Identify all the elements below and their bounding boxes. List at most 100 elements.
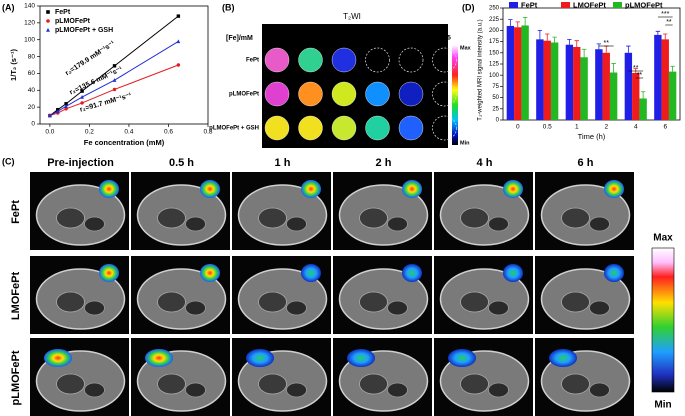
- colorbar: [651, 247, 675, 393]
- colorbar-label: Max: [460, 45, 472, 51]
- error-bar: [663, 33, 668, 40]
- mri-organ: [258, 373, 287, 395]
- mri-organ: [359, 207, 388, 229]
- marker: [112, 64, 117, 68]
- mri-organ: [387, 216, 408, 232]
- tumor: [200, 264, 220, 282]
- phantom: [298, 81, 323, 107]
- bar: [573, 46, 581, 121]
- y-tick-label: 100: [489, 73, 500, 79]
- phantom: [264, 47, 290, 73]
- mri-organ: [286, 300, 307, 316]
- phantom: [331, 115, 357, 141]
- concentration-label: 0.082: [336, 35, 353, 42]
- y-tick-label: 140: [24, 3, 35, 10]
- y-tick-label: 0: [31, 121, 35, 128]
- mri-organ: [488, 300, 509, 316]
- marker: [48, 113, 52, 118]
- x-tick-label: 0.8: [203, 129, 212, 136]
- column-label: 2 h: [376, 157, 392, 169]
- row-label: LMOFePt: [10, 272, 22, 321]
- tumor: [503, 180, 523, 198]
- y-tick-label: 0: [496, 118, 500, 124]
- bar: [536, 39, 544, 120]
- legend-label: pLMOFePt + GSH: [55, 27, 113, 34]
- x-tick-label: 2: [604, 124, 608, 131]
- panel-d: (D) 0 25 50 75 100 125 150 175 200 225 250 0 0.5 1 2 4 6…: [462, 0, 681, 141]
- panel-label: (C): [2, 156, 15, 166]
- marker: [46, 10, 50, 14]
- mri-organ: [157, 207, 186, 229]
- row-label: pLMOFePt: [10, 350, 22, 405]
- column-label: 1 h: [275, 157, 291, 169]
- x-tick-label: 1: [575, 124, 579, 131]
- mri-organ: [258, 291, 287, 313]
- legend-swatch: [561, 2, 570, 8]
- marker: [80, 101, 84, 105]
- mri-organ: [84, 300, 105, 316]
- row-label: pLMOFePt: [229, 92, 259, 98]
- concentration-label: 0.327: [403, 35, 420, 42]
- y-tick-label: 175: [489, 39, 500, 45]
- column-label: 0.5 h: [169, 157, 194, 169]
- mri-organ: [488, 382, 509, 398]
- phantom-empty: [365, 47, 390, 73]
- tumor: [200, 180, 220, 198]
- phantom: [264, 115, 290, 141]
- phantom: [398, 115, 424, 141]
- mri-organ: [185, 216, 206, 232]
- mri-organ: [286, 216, 307, 232]
- phantom: [365, 115, 390, 141]
- legend-swatch: [613, 2, 622, 8]
- annotation: **: [604, 40, 610, 47]
- mri-organ: [387, 382, 408, 398]
- marker: [64, 104, 68, 108]
- marker: [80, 94, 84, 99]
- y-tick-label: 150: [489, 50, 500, 56]
- row-label: FePt: [10, 200, 22, 224]
- legend-label: LMOFePt: [573, 0, 606, 9]
- y-tick-label: 200: [489, 28, 500, 34]
- error-bar: [611, 63, 616, 73]
- marker: [46, 19, 50, 23]
- error-bar: [522, 17, 528, 26]
- colorbar-label: Min: [460, 140, 470, 146]
- annotation: **: [633, 65, 639, 72]
- error-bar: [508, 19, 513, 26]
- error-bar: [655, 30, 661, 35]
- mri-organ: [359, 291, 388, 313]
- y-tick-label: 50: [492, 95, 499, 101]
- mri-organ: [56, 291, 85, 313]
- marker: [112, 87, 117, 92]
- annotation: ***: [661, 11, 669, 18]
- tumor: [448, 349, 476, 367]
- y-tick-label: 250: [489, 6, 500, 12]
- legend-label: FePt: [521, 0, 538, 9]
- error-bar: [596, 43, 602, 50]
- bar: [668, 71, 677, 120]
- bar: [624, 52, 633, 120]
- y-tick-label: 80: [28, 53, 36, 60]
- y-axis-label: T₂-weighted MRI signal intensity (a.u.): [478, 19, 484, 120]
- header: [Fe]/mM: [226, 35, 253, 42]
- tumor: [604, 264, 624, 282]
- mri-organ: [157, 291, 186, 313]
- mri-organ: [185, 382, 206, 398]
- bar: [550, 42, 559, 120]
- error-bar: [581, 48, 587, 58]
- bar: [654, 34, 662, 120]
- mri-organ: [84, 382, 105, 398]
- mri-organ: [589, 382, 610, 398]
- phantom: [398, 81, 424, 107]
- tumor: [99, 264, 119, 282]
- phantom-empty: [432, 47, 457, 73]
- panel-label: (B): [222, 2, 235, 12]
- mri-organ: [56, 207, 85, 229]
- column-label: 6 h: [578, 157, 594, 169]
- y-tick-label: 120: [24, 20, 35, 27]
- tumor: [246, 349, 274, 367]
- error-bar: [545, 33, 550, 41]
- mri-organ: [56, 373, 85, 395]
- column-label: Pre-injection: [47, 157, 114, 169]
- marker: [46, 27, 50, 32]
